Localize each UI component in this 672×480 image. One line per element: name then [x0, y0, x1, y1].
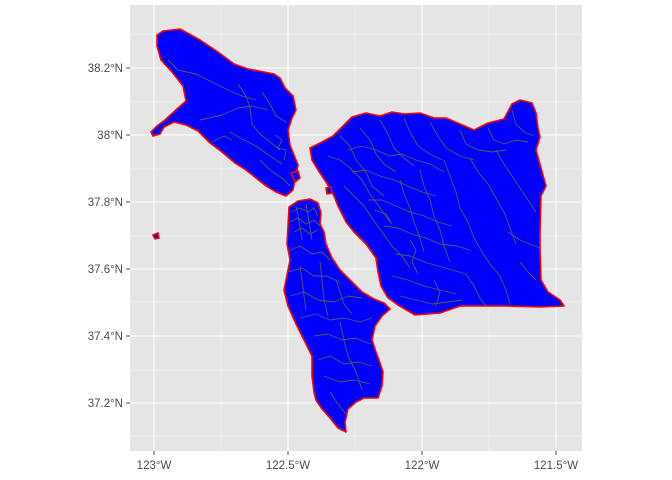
x-tick-label: 121.5°W [534, 460, 578, 472]
region-east-bay-islet [325, 186, 333, 195]
region-layer [150, 28, 565, 433]
region-peninsula [283, 198, 391, 433]
tract-boundaries [167, 59, 541, 415]
region-marin-islet-1 [290, 170, 301, 183]
y-axis-labels: 38.2°N 38°N 37.8°N 37.6°N 37.4°N 37.2°N [88, 63, 123, 410]
x-axis-labels: 123°W 122.5°W 122°W 121.5°W [137, 460, 579, 472]
x-tick-label: 123°W [137, 460, 172, 472]
y-tick-label: 37.6°N [88, 264, 123, 276]
y-tick-label: 38°N [97, 130, 123, 142]
region-marin [150, 28, 299, 197]
region-east-bay [309, 99, 565, 316]
y-axis-ticks [126, 67, 130, 404]
y-tick-label: 37.4°N [88, 331, 123, 343]
x-tick-label: 122°W [405, 460, 440, 472]
y-tick-label: 38.2°N [88, 63, 123, 75]
region-marin-islet-2 [152, 232, 160, 240]
x-axis-ticks [153, 451, 557, 455]
y-tick-label: 37.2°N [88, 398, 123, 410]
x-tick-label: 122.5°W [266, 460, 310, 472]
y-tick-label: 37.8°N [88, 197, 123, 209]
